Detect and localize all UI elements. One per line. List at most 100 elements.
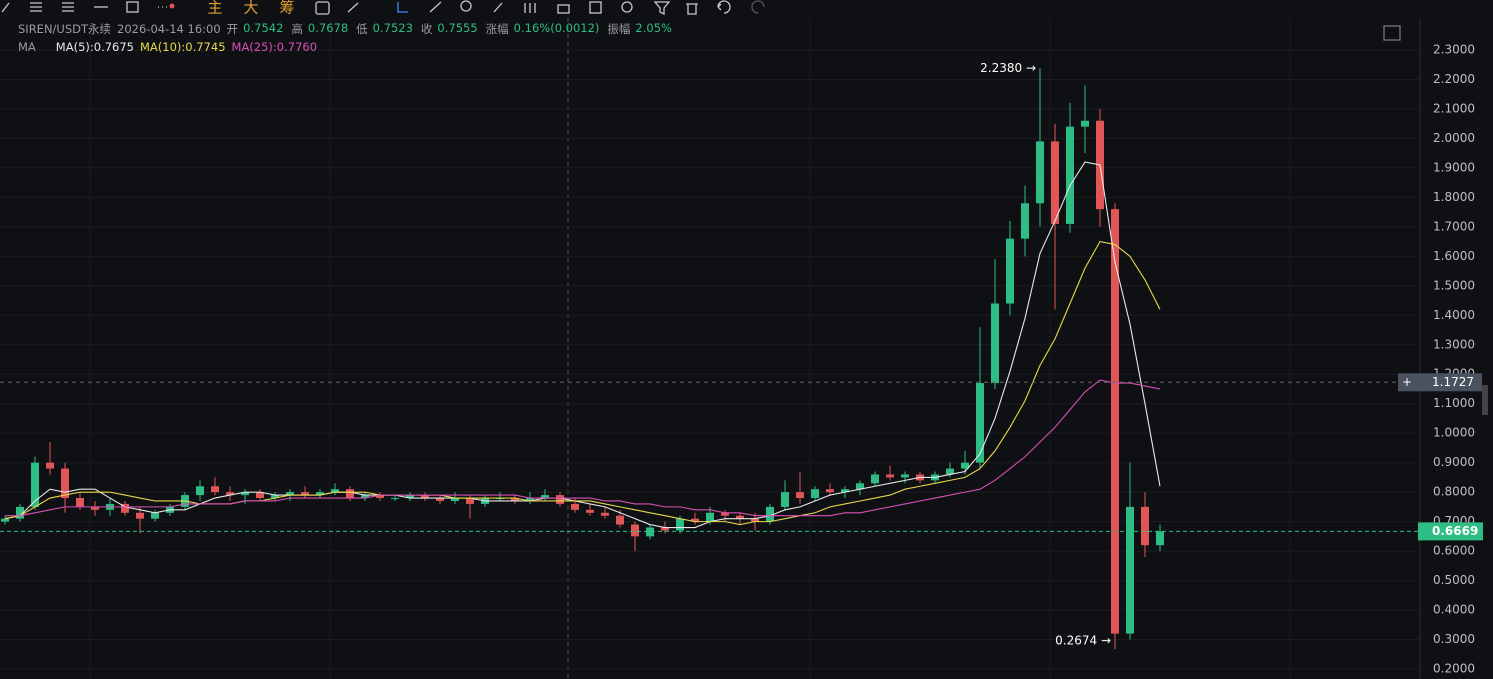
candle-body [721,512,729,516]
candle-body [526,498,534,501]
crosshair-label: 1.1727 [1432,375,1474,389]
y-tick-label: 1.0000 [1433,426,1475,440]
candle-body [1111,209,1119,634]
candle-body [511,498,519,501]
candle-body [991,303,999,384]
candle-body [946,468,954,475]
ohlc-fields: 开 0.7542 高 0.7678 低 0.7523 收 0.7555 涨幅 0.16%(0.00… [227,21,675,37]
candle-body [331,489,339,493]
ma-line [4,161,1161,529]
tool-icon[interactable] [717,0,731,14]
tool-icon[interactable] [686,3,698,15]
y-tick-label: 0.6000 [1433,544,1475,558]
y-tick-label: 0.5000 [1433,573,1475,587]
candle-body [316,492,324,496]
tool-icon[interactable] [653,1,671,16]
candle-body [541,495,549,499]
candle-body [1006,238,1014,304]
candle-body [586,509,594,513]
candle-body [601,512,609,516]
candle-body [406,495,414,499]
candle-body [676,518,684,531]
tool-icon[interactable] [460,0,472,12]
candle-body [706,512,714,522]
tool-button[interactable]: 大 [243,0,258,17]
candle-body [1,518,9,522]
time: 2026-04-14 16:00 [117,22,221,36]
y-tick-label: 0.3000 [1433,632,1475,646]
candle-body [211,486,219,493]
tool-icon[interactable] [30,2,42,12]
candle-body [16,506,24,519]
candle-body [466,498,474,504]
candle-body [616,515,624,525]
y-tick-label: 2.0000 [1433,131,1475,145]
scroll-handle[interactable] [1482,385,1488,415]
fullscreen-icon[interactable] [1383,25,1401,41]
legend-entry: MA(5):0.7675 [55,40,134,54]
tool-icon[interactable] [62,2,74,12]
candle-body [421,495,429,499]
candle-body [61,468,69,499]
candle-body [226,492,234,496]
candle-body [451,498,459,501]
tool-icon[interactable] [493,2,503,13]
field-label: 涨幅 [485,22,509,36]
tool-icon[interactable] [315,1,330,15]
y-tick-label: 0.4000 [1433,603,1475,617]
candle-body [1051,141,1059,224]
candle-body [556,495,564,504]
tool-button[interactable]: 筹 [279,0,294,17]
tool-icon[interactable] [126,1,139,13]
y-tick-label: 1.1000 [1433,396,1475,410]
candle-body [826,489,834,493]
crosshair-plus: + [1402,375,1412,389]
candle-body [121,503,129,513]
field-label: 开 [226,22,239,36]
crosshair-tag [1398,373,1482,392]
candle-body [391,498,399,500]
field-value: 0.7542 [243,21,284,35]
field-value: 0.16%(0.0012) [513,21,600,35]
candle-body [856,483,864,490]
candle-body [151,512,159,519]
candle-body [766,506,774,522]
field-value: 0.7523 [372,21,413,35]
candle-body [1021,203,1029,239]
tool-icon[interactable] [524,3,536,13]
ma-legend: MA MA(5):0.7675 MA(10):0.7745 MA(25):0.776… [4,40,317,54]
tool-icon[interactable] [397,2,408,13]
tool-icon[interactable] [621,1,633,13]
legend-entry: MA(25):0.7760 [231,40,318,54]
y-tick-label: 1.7000 [1433,219,1475,233]
extreme-label: 0.2674 → [1055,634,1111,648]
tool-icon[interactable] [1,2,10,13]
candle-body [286,492,294,496]
candle-body [796,492,804,499]
candle-body [376,495,384,499]
candle-body [1066,126,1074,224]
tool-icon[interactable] [347,2,359,13]
legend-entry: MA(10):0.7745 [140,40,226,54]
y-tick-label: 1.4000 [1433,308,1475,322]
candle-body [1126,506,1134,634]
candle-body [256,492,264,499]
candle-body [31,462,39,507]
tool-button[interactable]: 主 [207,0,222,17]
candle-body [736,515,744,519]
tool-icon[interactable] [589,1,602,14]
candle-body [76,498,84,507]
candle-body [691,518,699,522]
candle-body [886,474,894,478]
tool-icon[interactable] [429,1,442,13]
candle-body [1156,531,1164,546]
candle-body [1036,141,1044,204]
tool-icon[interactable] [751,0,765,14]
candle-body [436,498,444,501]
tool-icon[interactable] [557,4,570,14]
y-tick-label: 1.9000 [1433,160,1475,174]
field-value: 0.7678 [307,21,349,35]
